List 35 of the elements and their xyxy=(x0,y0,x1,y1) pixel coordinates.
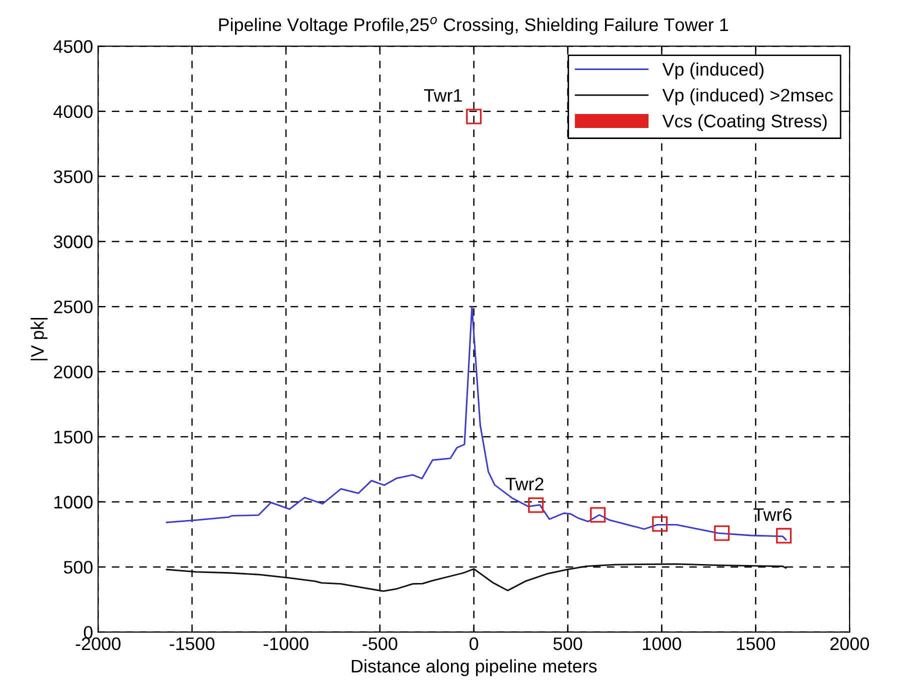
y-tick-label: 4500 xyxy=(53,40,93,53)
x-tick-label: 500 xyxy=(553,637,582,650)
point xyxy=(776,528,792,544)
chart-title: Pipeline Voltage Profile,25$^{o}$ Crossing, Shielding Failure Tower 1 xyxy=(219,16,728,35)
point xyxy=(590,507,606,523)
y-tick-label: 4000 xyxy=(53,105,93,118)
annotation: Twr6 xyxy=(754,508,792,522)
y-tick-label: 3500 xyxy=(54,170,93,184)
point xyxy=(528,497,544,513)
point xyxy=(652,516,668,532)
legend-label: Vp (induced) xyxy=(662,62,764,80)
x-tick-label: -1000 xyxy=(264,637,308,650)
line-series xyxy=(166,563,787,592)
annotation: Twr2 xyxy=(506,478,544,490)
y-axis-title: |V pk| xyxy=(30,318,48,360)
y-tick-label: 500 xyxy=(64,560,93,574)
annotation: Twr1 xyxy=(424,89,462,102)
x-tick-label: 0 xyxy=(470,637,478,650)
y-tick-label: 2000 xyxy=(54,366,93,378)
x-tick-label: -1500 xyxy=(170,637,214,650)
x-tick-label: -2000 xyxy=(76,637,120,650)
x-tick-label: -500 xyxy=(362,637,398,650)
y-tick-label: 0 xyxy=(84,626,93,639)
point xyxy=(714,525,730,541)
y-tick-label: 1500 xyxy=(54,430,93,444)
point xyxy=(466,108,482,124)
y-tick-label: 1000 xyxy=(54,496,93,509)
x-tick-label: 1500 xyxy=(736,637,776,650)
legend-label: Vp (induced) >2msec xyxy=(662,88,833,106)
y-tick-label: 3000 xyxy=(54,235,93,248)
x-tick-label: 1000 xyxy=(643,637,682,650)
x-tick-label: 2000 xyxy=(830,637,869,650)
x-axis-title: Distance along pipeline meters xyxy=(352,659,597,676)
legend-label: Vcs (Coating Stress) xyxy=(662,114,827,132)
y-tick-label: 2500 xyxy=(54,300,93,314)
